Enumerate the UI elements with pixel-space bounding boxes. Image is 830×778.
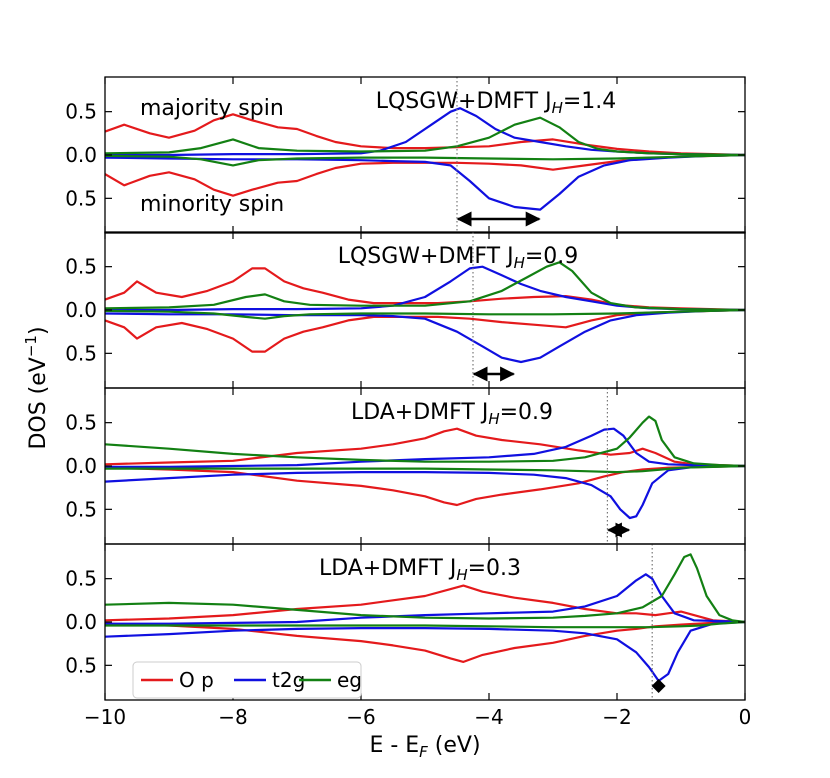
panel-title-main: LDA+DMFT J — [319, 556, 456, 581]
y-axis-label-close: ) — [26, 326, 51, 335]
majority-spin-label: majority spin — [140, 96, 284, 121]
line-eg-up — [105, 261, 745, 312]
panel-title-sub: H — [488, 410, 499, 428]
x-axis-label-sub: F — [419, 743, 428, 761]
panel-title: LDA+DMFT JH=0.9 — [351, 400, 553, 428]
panel-4: 0.5 0.0 0.5 LDA+DMFT JH=0.3 — [65, 543, 746, 701]
ytick-label: 0.5 — [65, 497, 97, 521]
panel-title-val: =0.9 — [525, 244, 578, 269]
panel-title: LDA+DMFT JH=0.3 — [319, 556, 521, 584]
line-eg-down — [105, 620, 745, 629]
line-eg-down — [105, 153, 745, 167]
line-t2g-down — [105, 620, 745, 682]
panel-title-main: LQSGW+DMFT J — [338, 244, 514, 269]
line-eg-up — [105, 415, 745, 468]
line-t2g-up — [105, 573, 745, 625]
splitting-marker — [651, 679, 666, 693]
ytick-label: 0.5 — [65, 255, 97, 279]
ytick-label: 0.0 — [65, 454, 97, 478]
line-eg-down — [105, 308, 745, 320]
line-eg-down — [105, 464, 745, 474]
ytick-label: 0.5 — [65, 653, 97, 677]
line-Op-up — [105, 267, 745, 312]
line-Op-down — [105, 464, 745, 507]
ytick-label: 0.5 — [65, 341, 97, 365]
xtick-label: 0 — [739, 705, 752, 729]
panel-title-val: =1.4 — [563, 89, 616, 114]
y-axis-label-sup: −1 — [22, 335, 40, 357]
ytick-label: 0.0 — [65, 610, 97, 634]
legend: O p t2g eg — [132, 661, 362, 699]
panel-title-sub: H — [456, 566, 467, 584]
line-t2g-down — [105, 308, 745, 364]
panel-title-main: LQSGW+DMFT J — [376, 89, 552, 114]
panel-plot-area — [105, 232, 745, 388]
y-axis-label: DOS (eV−1) — [22, 326, 51, 449]
panel-plot-area — [105, 77, 745, 233]
xtick-label: −10 — [84, 705, 126, 729]
ytick-label: 0.5 — [65, 411, 97, 435]
xtick-label: −8 — [218, 705, 247, 729]
line-eg-up — [105, 116, 745, 157]
panel-title: LQSGW+DMFT JH=1.4 — [376, 89, 617, 117]
panel-1: 0.5 0.0 0.5 LQSGW+DMFT JH=1.4 majority spin m… — [65, 76, 746, 234]
x-axis-label-unit: (eV) — [428, 733, 481, 758]
line-t2g-up — [105, 265, 745, 312]
legend-label-Op: O p — [179, 668, 214, 692]
panel-title: LQSGW+DMFT JH=0.9 — [338, 244, 579, 272]
panel-3: 0.5 0.0 0.5 LDA+DMFT JH=0.9 — [65, 387, 746, 545]
ytick-label: 0.0 — [65, 298, 97, 322]
line-Op-up — [105, 113, 745, 157]
line-Op-down — [105, 308, 745, 353]
xtick-label: −6 — [346, 705, 375, 729]
xtick-label: −2 — [602, 705, 631, 729]
ytick-label: 0.5 — [65, 186, 97, 210]
minority-spin-label: minority spin — [140, 192, 284, 217]
ytick-label: 0.5 — [65, 567, 97, 591]
ytick-label: 0.5 — [65, 100, 97, 124]
x-axis-label-main: E - E — [369, 733, 419, 758]
panel-title-sub: H — [552, 99, 563, 117]
legend-label-eg: eg — [337, 668, 362, 692]
panel-title-val: =0.9 — [500, 400, 553, 425]
panel-title-sub: H — [514, 254, 525, 272]
line-eg-up — [105, 553, 745, 624]
line-t2g-down — [105, 464, 745, 520]
panel-plot-area — [105, 544, 745, 700]
line-Op-up — [105, 427, 745, 468]
panel-title-val: =0.3 — [468, 556, 521, 581]
y-axis-label-main: DOS (eV — [26, 357, 51, 449]
panel-plot-area — [105, 388, 745, 544]
panel-2: 0.5 0.0 0.5 LQSGW+DMFT JH=0.9 — [65, 231, 746, 389]
line-t2g-up — [105, 427, 745, 468]
ytick-label: 0.0 — [65, 143, 97, 167]
xtick-label: −4 — [474, 705, 503, 729]
x-axis-label: E - EF (eV) — [369, 733, 480, 761]
panel-title-main: LDA+DMFT J — [351, 400, 488, 425]
line-Op-down — [105, 153, 745, 197]
line-Op-up — [105, 584, 745, 624]
